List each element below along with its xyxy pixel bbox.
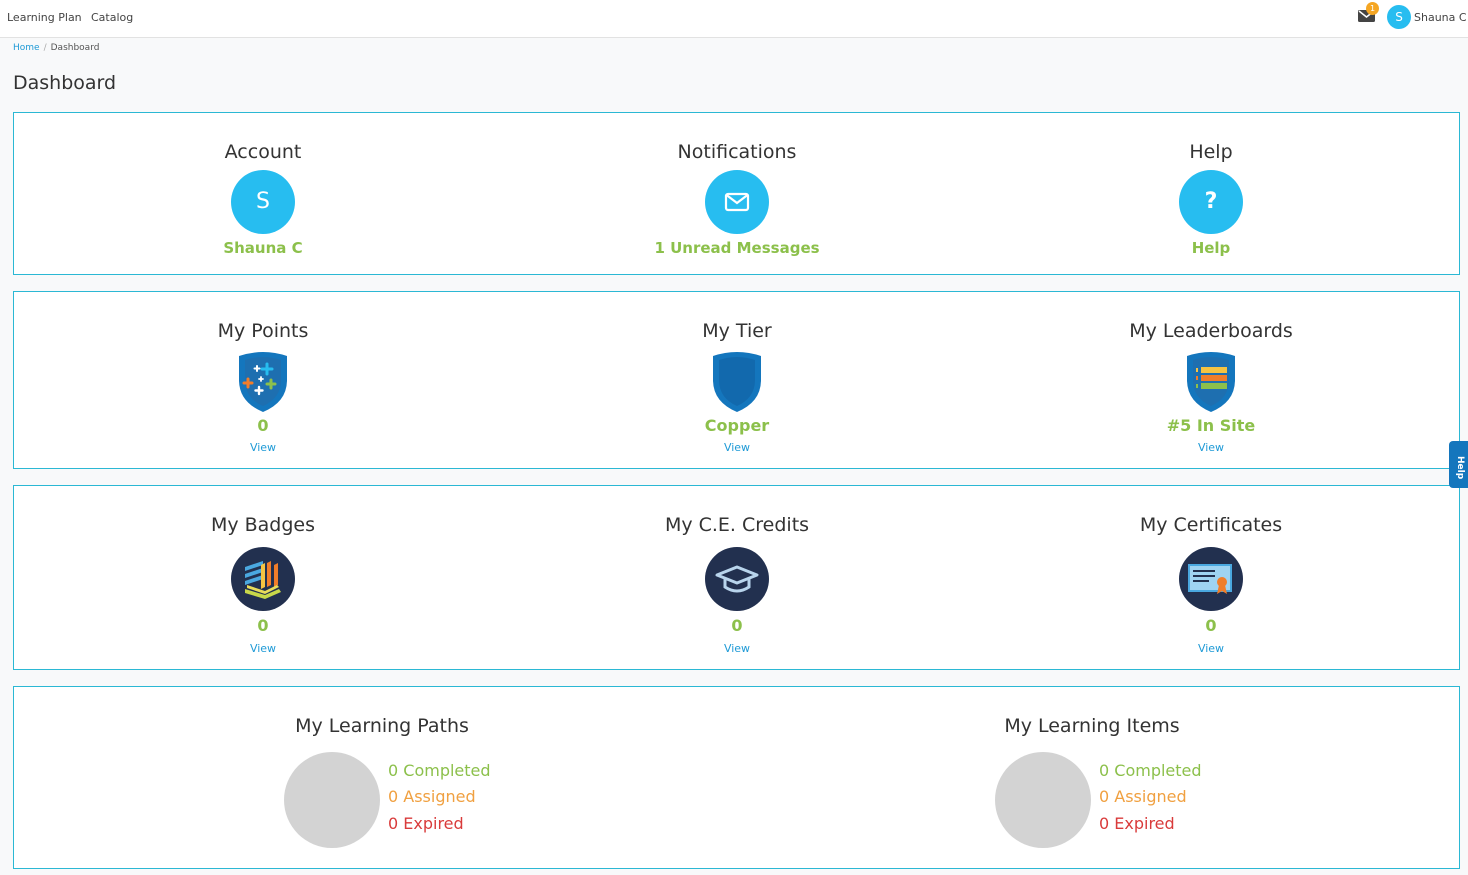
credits-title: My C.E. Credits [664,514,810,536]
certificate-icon[interactable] [1179,547,1243,611]
notifications-title: Notifications [677,141,797,163]
notification-count-badge: 1 [1366,2,1379,15]
learning-paths-assigned: 0 Assigned [388,787,476,806]
leaderboard-shield-icon[interactable] [1183,350,1239,414]
notifications-button[interactable] [705,170,769,234]
help-title: Help [1189,141,1233,163]
certificates-value: 0 [1205,616,1217,635]
badges-title: My Badges [210,514,316,536]
badges-icon[interactable] [231,547,295,611]
certificates-title: My Certificates [1139,514,1283,536]
learning-items-assigned: 0 Assigned [1099,787,1187,806]
learning-items-completed: 0 Completed [1099,761,1202,780]
breadcrumb-home[interactable]: Home [13,43,40,53]
breadcrumb-current: Dashboard [50,43,100,53]
learning-items-title: My Learning Items [1004,715,1180,737]
learning-progress-card: My Learning Paths 0 Completed 0 Assigned… [13,686,1460,869]
learning-paths-title: My Learning Paths [295,715,469,737]
certificates-view-link[interactable]: View [1197,642,1225,655]
account-title: Account [224,141,302,163]
tier-title: My Tier [702,320,772,342]
learning-paths-completed: 0 Completed [388,761,491,780]
tier-shield-icon[interactable] [709,350,765,414]
points-view-link[interactable]: View [249,441,277,454]
tier-view-link[interactable]: View [723,441,751,454]
points-value: 0 [257,416,269,435]
badges-view-link[interactable]: View [249,642,277,655]
breadcrumb-separator: / [43,43,47,53]
account-avatar[interactable]: S [231,170,295,234]
learning-paths-chart[interactable] [284,752,380,848]
tier-value: Copper [704,416,770,435]
nav-learning-plan[interactable]: Learning Plan [7,11,82,24]
account-name[interactable]: Shauna C [223,239,303,257]
points-shield-icon[interactable] [235,350,291,414]
credits-view-link[interactable]: View [723,642,751,655]
unread-messages[interactable]: 1 Unread Messages [654,239,820,257]
nav-catalog[interactable]: Catalog [91,11,134,24]
breadcrumb: Home / Dashboard [13,43,99,53]
badges-value: 0 [257,616,269,635]
help-link[interactable]: Help [1191,239,1231,257]
envelope-icon [724,192,750,212]
achievements-card: My Badges 0 View My C.E. Credits 0 [13,485,1460,670]
gamification-card: My Points 0 View My Tier Copper View My … [13,291,1460,469]
user-avatar[interactable]: S [1387,5,1411,29]
page-title: Dashboard [13,72,117,94]
learning-paths-expired: 0 Expired [388,814,464,833]
user-name-menu[interactable]: Shauna C [1414,11,1467,24]
top-navbar: Learning Plan Catalog 1 S Shauna C [0,0,1468,38]
learning-items-chart[interactable] [995,752,1091,848]
leaderboard-rank: #5 In Site [1166,416,1256,435]
leaderboards-title: My Leaderboards [1129,320,1293,342]
credits-value: 0 [731,616,743,635]
help-side-tab[interactable]: Help [1449,441,1468,488]
graduation-cap-icon[interactable] [705,547,769,611]
question-icon[interactable]: ? [1179,170,1243,234]
account-card: Account S Shauna C Notifications 1 Unrea… [13,112,1460,275]
leaderboards-view-link[interactable]: View [1197,441,1225,454]
points-title: My Points [217,320,309,342]
help-side-tab-label: Help [1455,456,1465,480]
learning-items-expired: 0 Expired [1099,814,1175,833]
